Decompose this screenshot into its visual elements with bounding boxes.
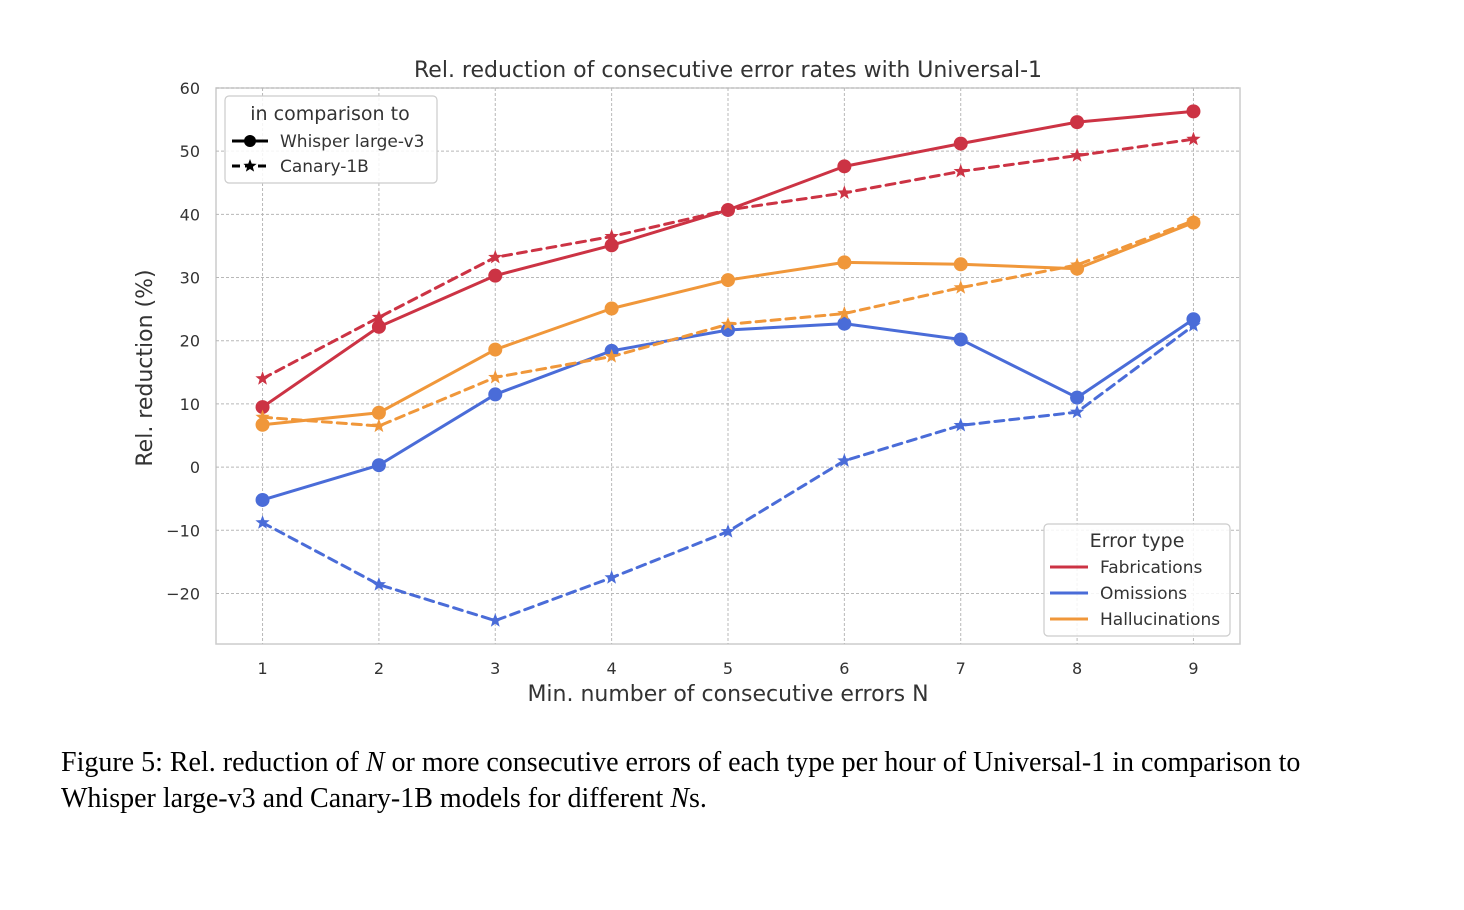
- fabrications-whisper-point: [604, 238, 619, 253]
- figure-caption: Figure 5: Rel. reduction of N or more co…: [61, 745, 1401, 817]
- fabrications-whisper-point: [837, 159, 852, 174]
- hallucinations-canary-point: [837, 306, 852, 320]
- omissions-canary-point: [255, 515, 270, 529]
- y-tick-label: 0: [190, 458, 200, 477]
- omissions-whisper-point: [371, 458, 386, 473]
- x-tick-label: 5: [723, 659, 733, 678]
- x-tick-label: 6: [839, 659, 849, 678]
- x-tick-label: 2: [374, 659, 384, 678]
- hallucinations-canary-point: [953, 280, 968, 294]
- omissions-whisper-point: [255, 492, 270, 507]
- omissions-canary-point: [953, 417, 968, 432]
- legend-comparison-frame: [224, 95, 438, 184]
- hallucinations-whisper-point: [721, 273, 735, 288]
- legend-error-type-title: Error type: [1090, 530, 1185, 552]
- hallucinations-whisper-point: [953, 257, 968, 272]
- series-markers: [255, 104, 1201, 627]
- omissions-canary-point: [488, 613, 503, 627]
- fabrications-canary-point: [720, 202, 736, 217]
- caption-part-3: s.: [689, 783, 707, 814]
- legend-hallucinations-label: Hallucinations: [1100, 610, 1220, 630]
- legend-error-type-frame: [1043, 523, 1231, 637]
- legend-canary-label: Canary-1B: [280, 157, 369, 177]
- fabrications-whisper-point: [1186, 104, 1201, 119]
- hallucinations-whisper-point: [488, 342, 503, 357]
- line-chart: 1 2 3 4 5 6 7 8 9 −20 −10 0 10 20 30 40 50 60 Rel. reduct…: [133, 58, 1241, 707]
- omissions-whisper-point: [721, 322, 735, 337]
- legend-canary-marker: [243, 159, 257, 172]
- fabrications-whisper-point: [371, 319, 386, 334]
- omissions-whisper-point: [1070, 390, 1085, 405]
- y-tick-label: 50: [180, 142, 200, 161]
- omissions-whisper-point: [837, 316, 852, 331]
- omissions-canary-point: [371, 577, 387, 591]
- ticks: 1 2 3 4 5 6 7 8 9 −20 −10 0 10 20 30 40 50 60: [166, 79, 1198, 678]
- fabrications-canary-point: [837, 185, 852, 199]
- fabrications-whisper-point: [488, 268, 503, 283]
- hallucinations-canary-point: [720, 316, 736, 331]
- hallucinations-canary-point: [1186, 213, 1201, 227]
- fabrications-whisper-point: [1070, 115, 1085, 130]
- fabrications-canary-point: [255, 371, 270, 385]
- hallucinations-whisper-point: [371, 405, 386, 420]
- hallucinations-canary-point: [1069, 257, 1085, 271]
- hallucinations-whisper-point: [604, 301, 619, 316]
- fabrications-canary-point: [604, 228, 619, 243]
- omissions-canary-point: [837, 453, 852, 467]
- legend-comparison: in comparison to Whisper large-v3 Canary…: [224, 95, 438, 184]
- caption-part-2: or more consecutive errors of each type …: [61, 747, 1301, 814]
- caption-part-1: Figure 5: Rel. reduction of: [61, 747, 366, 778]
- y-tick-label: 40: [180, 205, 200, 224]
- x-tick-label: 9: [1188, 659, 1198, 678]
- caption-variable-2: N: [670, 783, 690, 814]
- legend-whisper-marker: [244, 135, 256, 147]
- x-axis-label: Min. number of consecutive errors N: [527, 682, 928, 707]
- fabrications-canary-point: [1069, 148, 1085, 162]
- fabrications-canary-point: [1186, 131, 1201, 146]
- legend-error-type: Error type Fabrications Omissions Halluc…: [1043, 523, 1231, 637]
- omissions-whisper-point: [488, 387, 503, 402]
- omissions-canary-point: [604, 570, 619, 584]
- legend-omissions-label: Omissions: [1100, 584, 1187, 604]
- fabrications-whisper-point: [255, 400, 270, 415]
- y-tick-label: 10: [180, 395, 200, 414]
- y-tick-label: 30: [180, 269, 200, 288]
- fabrications-canary-point: [953, 163, 968, 178]
- omissions-canary-point: [1186, 318, 1201, 332]
- hallucinations-canary-point: [604, 349, 619, 363]
- x-tick-label: 8: [1072, 659, 1082, 678]
- omissions-canary-point: [1069, 404, 1085, 419]
- x-tick-label: 4: [607, 659, 617, 678]
- caption-variable-1: N: [365, 747, 385, 778]
- y-tick-label: −10: [166, 521, 200, 540]
- legend-fabrications-label: Fabrications: [1100, 558, 1202, 578]
- y-tick-label: 60: [180, 79, 200, 98]
- y-tick-label: −20: [166, 584, 200, 603]
- legend-comparison-title: in comparison to: [250, 103, 409, 125]
- hallucinations-canary-point: [488, 369, 503, 384]
- chart-title: Rel. reduction of consecutive error rate…: [414, 58, 1042, 83]
- fabrications-canary-point: [371, 309, 387, 324]
- fabrications-canary-point: [488, 249, 503, 264]
- fabrications-whisper-point: [953, 136, 968, 151]
- y-tick-label: 20: [180, 332, 200, 351]
- omissions-whisper-point: [953, 332, 968, 347]
- hallucinations-whisper-point: [837, 255, 852, 270]
- y-axis-label: Rel. reduction (%): [133, 269, 158, 466]
- hallucinations-canary-point: [371, 418, 387, 433]
- x-tick-label: 3: [490, 659, 500, 678]
- hallucinations-canary-point: [255, 409, 270, 424]
- omissions-canary-point: [720, 524, 736, 538]
- legend-whisper-label: Whisper large-v3: [280, 132, 424, 152]
- x-tick-label: 1: [257, 659, 267, 678]
- x-tick-label: 7: [956, 659, 966, 678]
